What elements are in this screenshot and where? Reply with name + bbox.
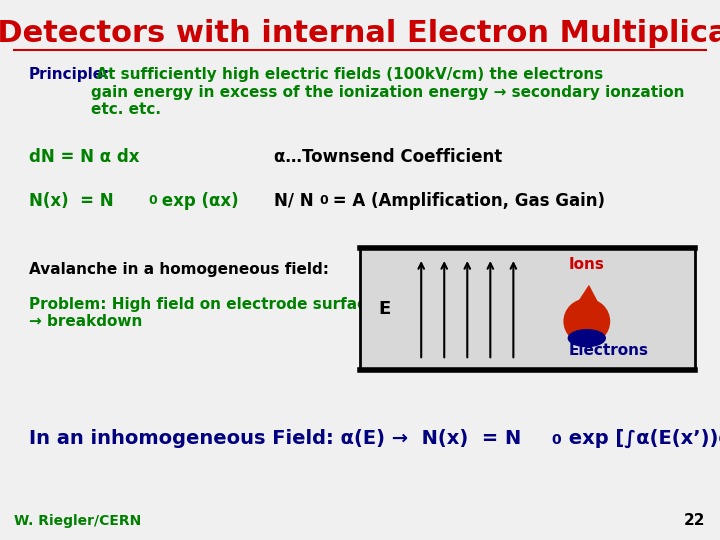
Text: In an inhomogeneous Field: α(E) →  N(x)  = N: In an inhomogeneous Field: α(E) → N(x) =… [29,429,521,448]
Text: 0: 0 [552,433,561,447]
Text: Avalanche in a homogeneous field:: Avalanche in a homogeneous field: [29,262,329,277]
Text: exp (αx): exp (αx) [156,192,238,210]
Text: Electrons: Electrons [568,343,649,358]
Text: N(x)  = N: N(x) = N [29,192,114,210]
Bar [360,248,695,370]
Text: At sufficiently high electric fields (100kV/cm) the electrons
gain energy in exc: At sufficiently high electric fields (10… [91,68,685,117]
Ellipse shape [563,299,610,344]
Text: N/ N: N/ N [274,192,313,210]
Ellipse shape [567,329,606,347]
Text: 0: 0 [320,194,328,207]
Text: W. Riegler/CERN: W. Riegler/CERN [14,514,142,528]
Text: exp [∫α(E(x’))dx’]: exp [∫α(E(x’))dx’] [562,429,720,448]
Text: 0: 0 [148,194,157,207]
Text: α…Townsend Coefficient: α…Townsend Coefficient [274,148,502,166]
Text: E: E [378,300,390,318]
Text: Ions: Ions [569,256,605,272]
Text: Problem: High field on electrode surface
→ breakdown: Problem: High field on electrode surface… [29,297,377,329]
Text: dN = N α dx: dN = N α dx [29,148,139,166]
Text: Principle:: Principle: [29,68,110,83]
Text: = A (Amplification, Gas Gain): = A (Amplification, Gas Gain) [327,192,605,210]
Text: Gas Detectors with internal Electron Multiplication: Gas Detectors with internal Electron Mul… [0,19,720,48]
Polygon shape [568,285,606,317]
Text: 22: 22 [684,513,706,528]
